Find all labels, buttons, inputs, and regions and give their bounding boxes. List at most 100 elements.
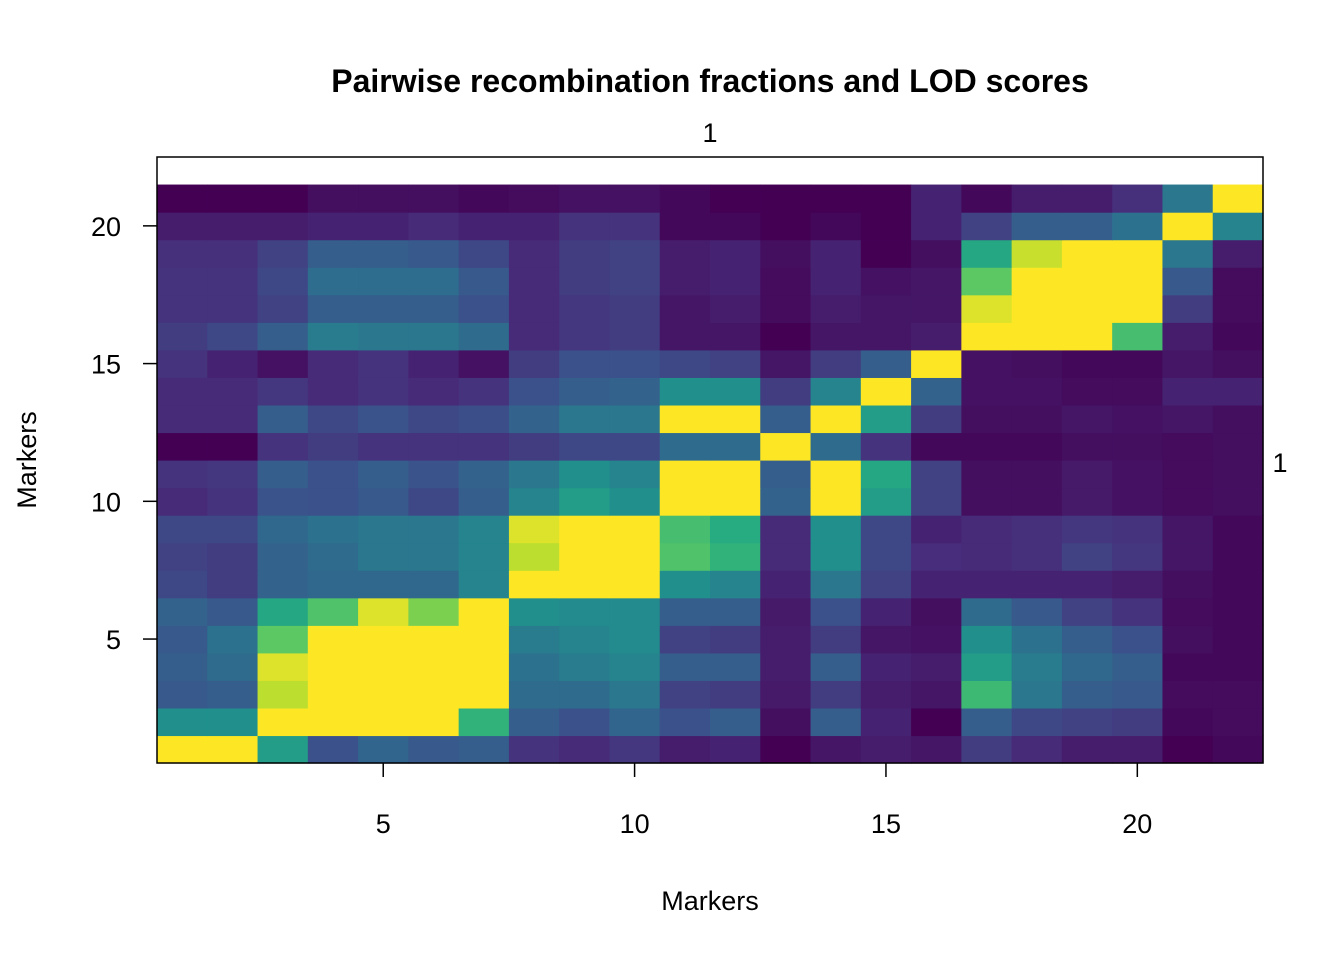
heatmap-cell — [1162, 735, 1214, 764]
heatmap-cell — [710, 322, 761, 351]
heatmap-cell — [408, 239, 460, 268]
heatmap-cell — [157, 404, 208, 434]
heatmap-cell — [1212, 707, 1264, 737]
heatmap-cell — [1112, 542, 1164, 571]
heatmap-cell — [961, 570, 1013, 599]
heatmap-cell — [207, 212, 259, 241]
heatmap-cell — [508, 184, 560, 213]
heatmap-cell — [1061, 404, 1113, 434]
heatmap-cell — [408, 322, 460, 351]
heatmap-cell — [559, 294, 611, 323]
heatmap-cell — [1212, 680, 1264, 709]
heatmap-cell — [760, 294, 812, 323]
heatmap-cell — [1162, 404, 1214, 434]
heatmap-cell — [458, 322, 510, 351]
heatmap-cell — [860, 707, 912, 737]
heatmap-cell — [257, 322, 309, 351]
heatmap-cell — [710, 652, 761, 681]
heatmap-cell — [911, 542, 962, 571]
heatmap-cell — [358, 652, 409, 681]
heatmap-cell — [1011, 735, 1063, 764]
heatmap-cell — [1011, 542, 1063, 571]
heatmap-cell — [1061, 184, 1113, 213]
heatmap-cell — [408, 432, 460, 461]
heatmap-cell — [961, 735, 1013, 764]
heatmap-cell — [1011, 349, 1063, 378]
heatmap-cell — [659, 267, 711, 296]
heatmap-cell — [257, 515, 309, 544]
heatmap-cell — [408, 707, 460, 737]
heatmap-cell — [559, 212, 611, 241]
heatmap-cell — [911, 597, 962, 626]
heatmap-cell — [659, 184, 711, 213]
heatmap-cell — [860, 542, 912, 571]
heatmap-cell — [860, 735, 912, 764]
heatmap-cell — [1112, 184, 1164, 213]
heatmap-cell — [1011, 322, 1063, 351]
heatmap-cell — [157, 625, 208, 654]
heatmap-cell — [1212, 515, 1264, 544]
heatmap-cell — [911, 570, 962, 599]
heatmap-cell — [559, 542, 611, 571]
x-tick-label: 15 — [871, 809, 901, 839]
x-axis-label: Markers — [661, 886, 759, 916]
heatmap-cell — [559, 322, 611, 351]
plot-frame — [156, 156, 1264, 764]
heatmap-cell — [207, 432, 259, 461]
heatmap-cell — [1112, 570, 1164, 599]
heatmap-cell — [860, 294, 912, 323]
heatmap-cell — [1162, 515, 1214, 544]
heatmap-cell — [1162, 460, 1214, 489]
heatmap-cell — [559, 487, 611, 516]
heatmap-cell — [207, 487, 259, 516]
heatmap-cell — [508, 349, 560, 378]
heatmap-cell — [860, 322, 912, 351]
heatmap-cell — [810, 597, 862, 626]
heatmap-cell — [358, 239, 409, 268]
heatmap-cell — [911, 267, 962, 296]
heatmap-cell — [257, 707, 309, 737]
heatmap-cell — [257, 404, 309, 434]
heatmap-cell — [458, 212, 510, 241]
heatmap-cell — [659, 322, 711, 351]
heatmap-cell — [559, 267, 611, 296]
heatmap-cell — [157, 432, 208, 461]
heatmap-cell — [408, 294, 460, 323]
heatmap-cell — [1162, 322, 1214, 351]
heatmap-cell — [157, 322, 208, 351]
heatmap-cell — [760, 432, 812, 461]
heatmap-cells — [157, 184, 1264, 764]
heatmap-cell — [911, 735, 962, 764]
heatmap-cell — [207, 377, 259, 406]
heatmap-cell — [860, 377, 912, 406]
heatmap-cell — [609, 570, 661, 599]
heatmap-cell — [1212, 377, 1264, 406]
heatmap-cell — [659, 597, 711, 626]
y-tick-label: 20 — [91, 212, 121, 242]
heatmap-cell — [860, 267, 912, 296]
heatmap-cell — [609, 432, 661, 461]
heatmap-cell — [207, 597, 259, 626]
heatmap-cell — [1011, 652, 1063, 681]
heatmap-cell — [458, 707, 510, 737]
heatmap-cell — [207, 735, 259, 764]
heatmap-cell — [911, 349, 962, 378]
heatmap-cell — [1061, 460, 1113, 489]
heatmap-cell — [207, 267, 259, 296]
heatmap-cell — [1011, 487, 1063, 516]
heatmap-cell — [1061, 267, 1113, 296]
heatmap-cell — [257, 542, 309, 571]
heatmap-cell — [307, 460, 359, 489]
heatmap-cell — [961, 322, 1013, 351]
heatmap-cell — [1061, 542, 1113, 571]
heatmap-cell — [1061, 680, 1113, 709]
heatmap-cell — [307, 404, 359, 434]
heatmap-cell — [1011, 570, 1063, 599]
heatmap-cell — [1162, 239, 1214, 268]
heatmap-cell — [207, 404, 259, 434]
heatmap-cell — [1061, 735, 1113, 764]
heatmap-cell — [207, 349, 259, 378]
heatmap-cell — [1011, 707, 1063, 737]
heatmap-cell — [157, 184, 208, 213]
heatmap-cell — [508, 404, 560, 434]
